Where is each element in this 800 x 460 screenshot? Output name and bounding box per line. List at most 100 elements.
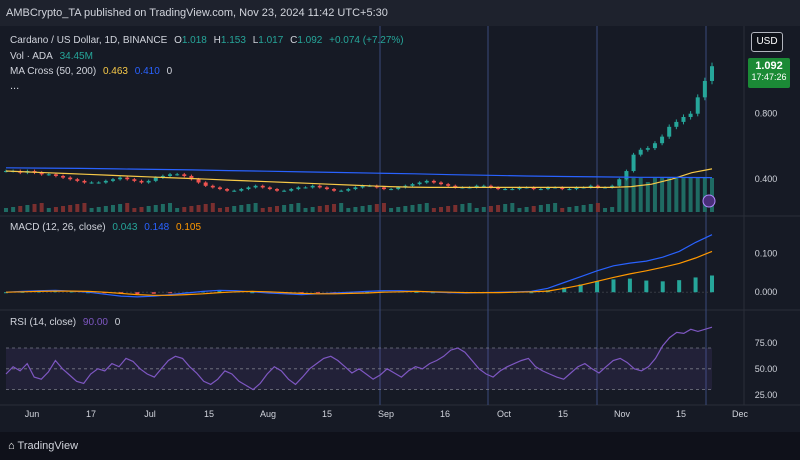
volume-bar [11,207,16,212]
candle-body [139,180,144,183]
candle-body [346,189,351,191]
candle-body [510,189,515,191]
volume-bar [624,178,629,212]
top-bar: AMBCrypto_TA published on TradingView.co… [0,0,800,26]
volume-bar [374,204,379,212]
last-price-tag: 1.092 17:47:26 [748,58,790,88]
rsi-label: RSI (14, close) [10,317,77,328]
candle-body [217,187,222,190]
volume-bar [389,208,394,212]
volume-bar [517,208,522,212]
candle-body [282,190,287,192]
volume-bar [688,178,693,212]
volume-bar [503,204,508,212]
candle-body [168,174,173,176]
rsi-legend[interactable]: RSI (14, close) 90.00 0 [10,317,124,328]
candle-body [560,187,565,190]
volume-bar [25,205,30,212]
candle-body [417,182,422,185]
volume-bar [339,203,344,212]
macd-histogram-bar [365,291,370,293]
volume-bar [538,205,543,212]
macd-histogram-bar [660,281,665,293]
candle-body [317,185,322,188]
candle-body [353,187,358,190]
volume-bar [289,204,294,212]
volume-value: 34.45M [59,51,93,62]
time-axis-label: 17 [86,409,96,419]
candle-body [267,187,272,190]
volume-bar [332,204,337,212]
volume-bar [367,205,372,212]
volume-bar [474,208,479,212]
candle-body [638,149,643,155]
volume-bar [403,206,408,212]
candle-body [39,172,44,175]
candle-body [588,185,593,188]
macd-hist-value: 0.043 [112,222,138,233]
candle-body [667,126,672,137]
volume-bar [146,206,151,212]
candle-body [53,174,58,176]
volume-bar [603,208,608,212]
volume-bar [46,208,51,212]
candle-body [381,187,386,190]
volume-bar [125,203,130,212]
rsi-axis-label: 75.00 [755,338,778,348]
macd-histogram-bar [69,291,74,293]
time-axis-label: Jul [144,409,156,419]
signal-line [5,250,713,296]
volume-bar [381,203,386,212]
volume-bar [353,207,358,212]
time-axis-label: Dec [732,409,749,419]
ma-legend[interactable]: MA Cross (50, 200) 0.463 0.410 0 [10,66,176,77]
last-price: 1.092 [755,60,783,72]
time-axis-label: 15 [204,409,214,419]
low-label: L [252,35,259,46]
volume-bar [667,178,672,212]
volume-bar [182,207,187,212]
candle-body [339,190,344,192]
volume-bar [274,206,279,212]
open-label: O [174,35,182,46]
volume-bar [417,204,422,212]
volume-legend[interactable]: Vol · ADA 34.45M [10,51,97,62]
macd-histogram-bar [611,279,616,293]
rsi-axis-label: 50.00 [755,364,778,374]
macd-histogram-bar [414,291,419,293]
main-pane-bg [0,26,800,216]
candle-body [446,184,451,186]
macd-legend[interactable]: MACD (12, 26, close) 0.043 0.148 0.105 [10,222,205,233]
candle-body [431,180,436,183]
volume-bar [617,188,622,212]
volume-bar [324,205,329,212]
currency-button[interactable]: USD [751,32,783,52]
volume-bar [232,206,237,212]
tradingview-logo[interactable]: ⌂ TradingView [8,440,79,452]
candle-body [496,187,501,190]
candle-body [68,177,73,180]
more-indicators-button[interactable]: ... [10,80,20,92]
candle-body [652,143,657,149]
volume-bar [396,207,401,212]
close-value: 1.092 [297,35,323,46]
candle-body [439,182,444,185]
symbol-legend[interactable]: Cardano / US Dollar, 1D, BINANCE O1.018 … [10,35,408,46]
candle-body [660,136,665,144]
candle-body [488,185,493,188]
candle-body [360,185,365,188]
volume-bar [253,203,258,212]
volume-bar [531,206,536,212]
volume-bar [467,203,472,212]
candle-body [153,177,158,181]
ma-fast-value: 0.463 [102,66,128,77]
volume-bar [210,203,215,212]
volume-bar [660,178,665,212]
candle-body [203,182,208,186]
candle-body [324,187,329,190]
volume-bar [681,178,686,212]
volume-bar [581,205,586,212]
volume-bar [303,208,308,212]
volume-bar [217,208,222,212]
